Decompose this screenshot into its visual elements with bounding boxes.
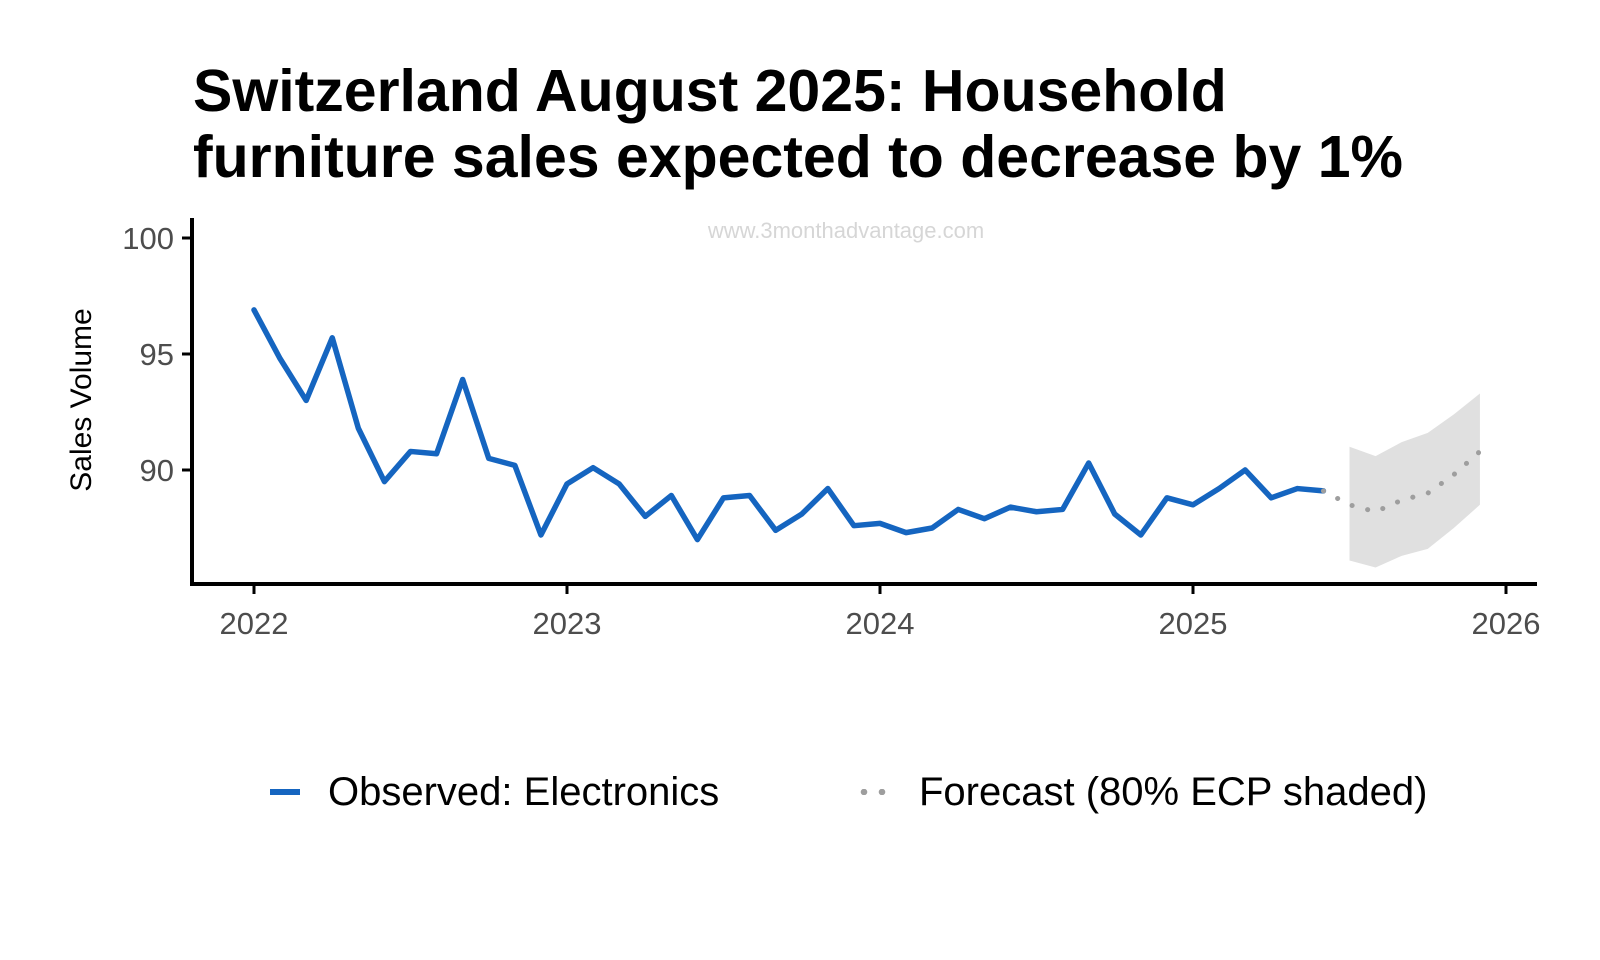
chart-title-line-2: furniture sales expected to decrease by … bbox=[193, 124, 1404, 190]
series-line-forecast bbox=[1320, 448, 1483, 515]
x-tick-label: 2026 bbox=[1472, 606, 1541, 641]
x-tick-label: 2022 bbox=[220, 606, 289, 641]
x-tick-label: 2025 bbox=[1159, 606, 1228, 641]
x-axis-ticks: 2022 2023 2024 2025 2026 bbox=[220, 584, 1541, 641]
y-tick-label: 100 bbox=[122, 221, 174, 256]
legend-label-observed: Observed: Electronics bbox=[328, 769, 720, 814]
y-tick-label: 90 bbox=[140, 453, 174, 488]
legend-key-observed bbox=[270, 789, 300, 795]
legend-item-forecast: Forecast (80% ECP shaded) bbox=[855, 762, 1427, 822]
forecast-band-layer bbox=[1349, 393, 1480, 568]
x-tick-label: 2024 bbox=[846, 606, 915, 641]
legend: Observed: Electronics Forecast (80% ECP … bbox=[0, 762, 1600, 822]
watermark: www.3monthadvantage.com bbox=[707, 218, 984, 243]
chart-title-line-1: Switzerland August 2025: Household bbox=[193, 58, 1227, 124]
legend-key-forecast bbox=[855, 789, 891, 795]
legend-label-forecast: Forecast (80% ECP shaded) bbox=[919, 769, 1428, 814]
x-tick-label: 2023 bbox=[533, 606, 602, 641]
forecast-band bbox=[1349, 393, 1480, 568]
y-axis-ticks: 90 95 100 bbox=[122, 221, 192, 488]
y-tick-label: 95 bbox=[140, 337, 174, 372]
series-layer bbox=[251, 307, 1483, 543]
chart-title: Switzerland August 2025: Household furni… bbox=[193, 58, 1573, 190]
series-line-observed bbox=[251, 307, 1327, 543]
y-axis-title: Sales Volume bbox=[65, 308, 98, 491]
legend-item-observed: Observed: Electronics bbox=[270, 762, 719, 822]
